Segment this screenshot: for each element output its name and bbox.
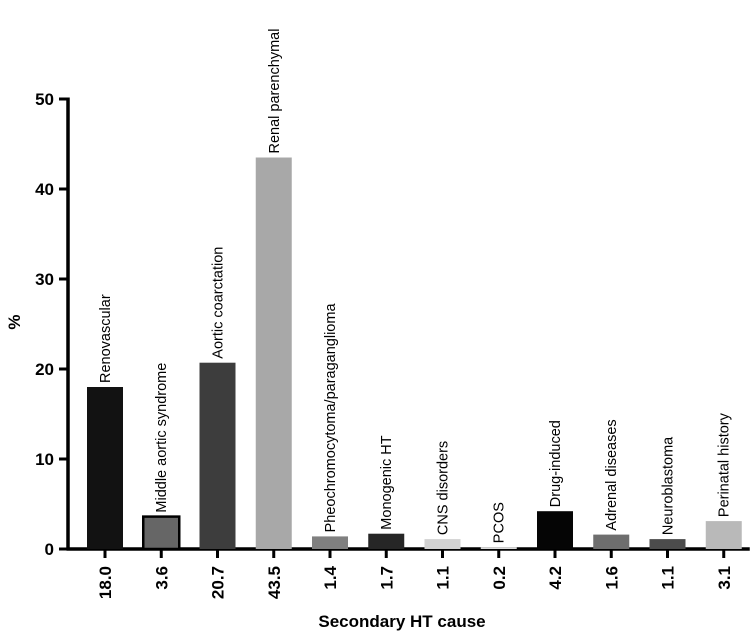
- bar-category-label: Aortic coarctation: [211, 247, 227, 359]
- bar-category-label: Neuroblastoma: [661, 436, 677, 535]
- x-tick-value-label: 43.5: [265, 566, 284, 599]
- bar-category-label: Drug-induced: [548, 420, 564, 507]
- y-tick-label: 30: [35, 270, 54, 289]
- bar-category-label: Pheochromocytoma/paraganglioma: [323, 303, 339, 533]
- bar-category-label: Adrenal diseases: [604, 419, 620, 530]
- bar-category-label: CNS disorders: [436, 441, 452, 535]
- x-tick-value-label: 18.0: [96, 566, 115, 599]
- y-axis-title: %: [5, 314, 24, 329]
- bar-neuroblastoma: [649, 539, 686, 549]
- y-tick-label: 40: [35, 180, 54, 199]
- bar-aortic-coarctation: [199, 362, 236, 549]
- bar-drug-induced: [537, 511, 573, 549]
- bar-monogenic-ht: [368, 533, 405, 549]
- x-tick-value-label: 3.1: [715, 566, 734, 590]
- x-tick-value-label: 1.1: [659, 566, 678, 590]
- x-tick-value-label: 0.2: [490, 566, 509, 590]
- bar-middle-aortic-syndrome: [142, 515, 181, 551]
- x-tick-value-label: 1.4: [321, 565, 340, 589]
- bar-category-label: Renal parenchymal: [267, 29, 283, 154]
- bar-pheochromocytoma-paraganglioma: [312, 536, 348, 549]
- y-tick-label: 20: [35, 360, 54, 379]
- bar-labels: Renovascular Middle aortic syndrome Aortic…: [98, 29, 733, 544]
- bar-cns-disorders: [424, 539, 461, 549]
- bar-pcos: [480, 547, 517, 549]
- y-tick-label: 10: [35, 450, 54, 469]
- y-tick-label: 0: [45, 540, 54, 559]
- x-tick-value-label: 4.2: [546, 566, 565, 590]
- x-tick-value-label: 1.1: [434, 566, 453, 590]
- x-tick-value-label: 1.7: [377, 566, 396, 590]
- bars: [87, 157, 742, 551]
- x-axis-title: Secondary HT cause: [318, 612, 485, 631]
- y-tick-label: 50: [35, 90, 54, 109]
- bar-perinatal-history: [705, 521, 742, 549]
- bar-category-label: Perinatal history: [717, 412, 733, 517]
- x-axis: [66, 547, 750, 558]
- bar-adrenal-diseases: [593, 534, 630, 549]
- bar-category-label: PCOS: [492, 502, 508, 543]
- x-tick-value-label: 1.6: [602, 566, 621, 590]
- y-axis: 0 10 20 30 40 50: [35, 90, 70, 559]
- x-tick-value-label: 3.6: [152, 566, 171, 590]
- bar-category-label: Middle aortic syndrome: [154, 363, 170, 513]
- bar-renal-parenchymal: [255, 157, 292, 549]
- bar-category-label: Monogenic HT: [379, 435, 395, 529]
- bar-category-label: Renovascular: [98, 294, 114, 383]
- bar-renovascular: [87, 387, 123, 549]
- x-tick-value-label: 20.7: [209, 566, 228, 599]
- x-tick-labels: 18.0 3.6 20.7 43.5 1.4 1.7 1.1 0.2 4.2 1.6 1.1 3.1: [96, 565, 734, 599]
